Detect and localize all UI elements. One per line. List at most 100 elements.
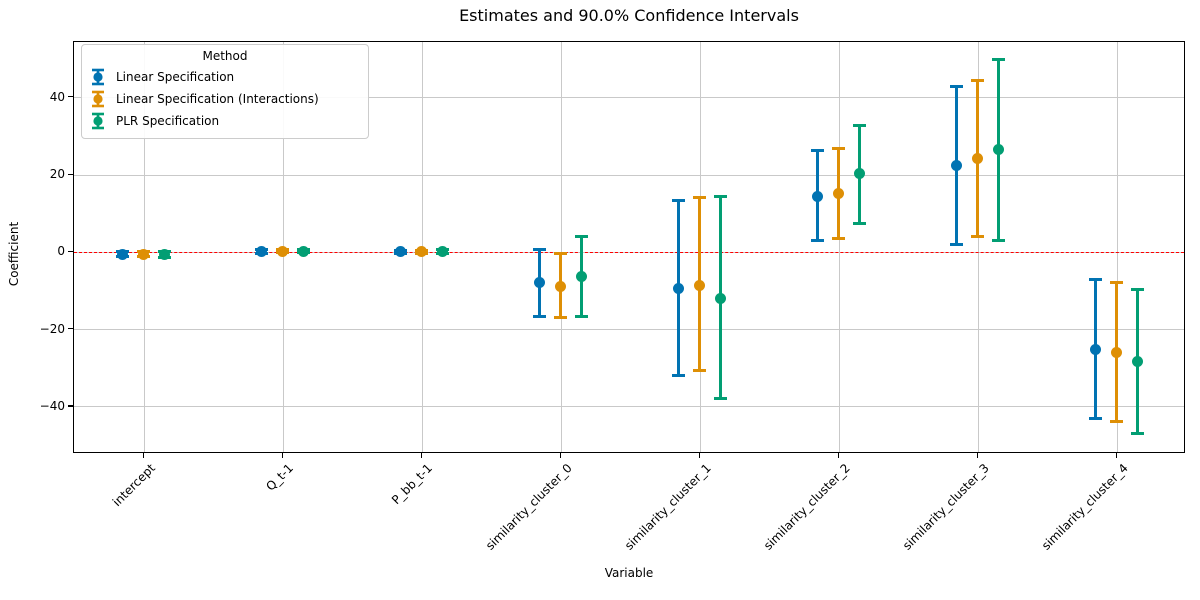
- errorbar-cap-bottom: [1089, 417, 1102, 421]
- y-tick-label: 20: [49, 167, 65, 182]
- errorbar-glyph-icon: [92, 90, 104, 108]
- data-point-marker: [576, 271, 587, 283]
- errorbar-cap-bottom: [992, 239, 1005, 243]
- errorbar-cap-bottom: [811, 239, 824, 243]
- data-point-marker: [117, 248, 128, 260]
- data-point-marker: [534, 277, 545, 289]
- x-axis-tick: [698, 453, 700, 458]
- errorbar-cap-bottom: [714, 396, 727, 400]
- legend-entry: Linear Specification: [90, 66, 360, 88]
- errorbar-cap-top: [853, 123, 866, 127]
- data-point-marker: [673, 283, 684, 295]
- errorbar-cap-top: [554, 251, 567, 255]
- x-tick-label: P_bb_t-1: [389, 461, 436, 508]
- errorbar-cap-bottom: [832, 237, 845, 241]
- errorbar-cap-bottom: [1131, 431, 1144, 435]
- y-axis-tick: [68, 173, 73, 175]
- legend-label: Linear Specification: [116, 70, 235, 84]
- x-axis-tick: [976, 453, 978, 458]
- x-gridline: [560, 42, 562, 452]
- legend: Method Linear Specification Linear Speci…: [81, 44, 369, 139]
- chart-title: Estimates and 90.0% Confidence Intervals: [459, 6, 799, 25]
- x-gridline: [977, 42, 979, 452]
- x-axis-tick: [142, 453, 144, 458]
- x-axis-tick: [837, 453, 839, 458]
- y-tick-label: 40: [49, 89, 65, 104]
- errorbar-cap-bottom: [950, 243, 963, 247]
- y-axis-tick: [68, 405, 73, 407]
- x-tick-label: similarity_cluster_1: [621, 461, 714, 553]
- legend-entry: Linear Specification (Interactions): [90, 88, 360, 110]
- errorbar-cap-top: [533, 248, 546, 252]
- y-tick-label: 0: [57, 244, 65, 259]
- errorbar-cap-top: [1089, 277, 1102, 281]
- errorbar-glyph-icon: [92, 112, 104, 130]
- data-point-marker: [437, 245, 448, 257]
- y-gridline: [74, 406, 1184, 408]
- data-point-marker: [395, 246, 406, 258]
- errorbar-cap-bottom: [853, 221, 866, 225]
- y-axis-tick: [68, 250, 73, 253]
- errorbar-cap-top: [950, 84, 963, 88]
- errorbar-cap-top: [693, 196, 706, 200]
- y-tick-label: −20: [39, 321, 65, 336]
- data-point-marker: [694, 279, 705, 291]
- data-point-marker: [812, 191, 823, 203]
- errorbar-cap-bottom: [971, 234, 984, 238]
- data-point-marker: [416, 246, 427, 258]
- x-axis-label: Variable: [604, 566, 654, 580]
- errorbar-cap-top: [992, 58, 1005, 62]
- data-point-marker: [1132, 355, 1143, 367]
- x-tick-label: similarity_cluster_0: [482, 461, 575, 553]
- data-point-marker: [715, 293, 726, 305]
- errorbar-cap-bottom: [1110, 420, 1123, 424]
- x-tick-label: similarity_cluster_4: [1038, 461, 1131, 553]
- legend-entry: PLR Specification: [90, 110, 360, 132]
- data-point-marker: [555, 280, 566, 292]
- y-gridline: [74, 329, 1184, 331]
- data-point-marker: [1090, 344, 1101, 356]
- data-point-marker: [1111, 346, 1122, 358]
- errorbar-cap-bottom: [575, 314, 588, 318]
- data-point-marker: [277, 245, 288, 257]
- y-axis-label: Coefficient: [7, 221, 21, 287]
- data-point-marker: [854, 167, 865, 179]
- data-point-marker: [256, 245, 267, 257]
- errorbar-cap-top: [575, 235, 588, 239]
- data-point-marker: [833, 188, 844, 200]
- x-gridline: [838, 42, 840, 452]
- errorbar-cap-bottom: [672, 373, 685, 377]
- errorbar-cap-top: [672, 198, 685, 202]
- errorbar-glyph-icon: [92, 68, 104, 86]
- data-point-marker: [159, 249, 170, 261]
- errorbar-cap-top: [832, 146, 845, 150]
- data-point-marker: [951, 159, 962, 171]
- x-axis-tick: [1115, 453, 1117, 458]
- errorbar-cap-top: [714, 195, 727, 199]
- zero-line: [74, 251, 1184, 253]
- x-gridline: [143, 42, 145, 452]
- y-axis-tick: [68, 328, 73, 330]
- data-point-marker: [993, 143, 1004, 155]
- x-tick-label: Q_t-1: [263, 461, 297, 494]
- x-axis-tick: [281, 453, 283, 458]
- errorbar-cap-top: [1131, 287, 1144, 291]
- x-axis-tick: [559, 453, 561, 458]
- legend-label: PLR Specification: [116, 114, 220, 128]
- y-tick-label: −40: [39, 398, 65, 413]
- y-gridline: [74, 97, 1184, 99]
- data-point-marker: [138, 248, 149, 260]
- x-tick-label: similarity_cluster_3: [899, 461, 992, 553]
- errorbar-cap-top: [971, 79, 984, 83]
- errorbar-cap-top: [811, 149, 824, 153]
- legend-title: Method: [202, 49, 248, 63]
- data-point-marker: [972, 152, 983, 164]
- x-gridline: [1116, 42, 1118, 452]
- x-axis-tick: [420, 453, 422, 458]
- legend-label: Linear Specification (Interactions): [116, 92, 319, 106]
- y-gridline: [74, 174, 1184, 176]
- errorbar-cap-top: [1110, 280, 1123, 284]
- data-point-marker: [298, 245, 309, 257]
- errorbar-cap-bottom: [554, 316, 567, 320]
